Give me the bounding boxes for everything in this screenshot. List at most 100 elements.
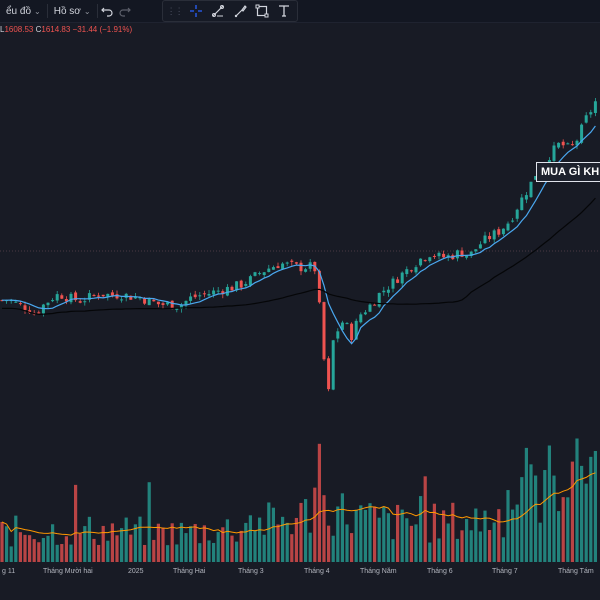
volume-bar xyxy=(474,508,478,562)
candle-body xyxy=(575,140,579,146)
volume-bar xyxy=(87,516,91,562)
volume-bar xyxy=(74,484,78,562)
volume-bar xyxy=(336,506,340,562)
chevron-down-icon: ⌄ xyxy=(83,6,91,16)
volume-bar xyxy=(14,515,18,562)
text-icon[interactable] xyxy=(275,2,293,20)
candle-body xyxy=(202,293,206,295)
volume-bar xyxy=(442,510,446,562)
volume-bar xyxy=(322,495,326,562)
candle-body xyxy=(317,270,321,303)
candle-body xyxy=(28,310,32,314)
x-axis-label: Tháng Tám xyxy=(558,568,594,575)
volume-bar xyxy=(497,509,501,562)
candle-body xyxy=(244,283,248,286)
volume-bar xyxy=(423,476,427,562)
volume-bar xyxy=(285,522,289,562)
rectangle-icon[interactable] xyxy=(253,2,271,20)
candle-body xyxy=(179,305,183,309)
candle-body xyxy=(354,320,358,340)
toolbar-divider xyxy=(96,4,98,18)
chart-menu[interactable]: ểu đồ ⌄ xyxy=(0,0,47,22)
candle-body xyxy=(506,223,510,231)
volume-bar xyxy=(327,525,331,562)
candle-body xyxy=(478,244,482,249)
volume-bar xyxy=(161,527,165,562)
candle-body xyxy=(87,293,91,300)
candle-body xyxy=(547,160,551,163)
volume-bar xyxy=(331,535,335,562)
volume-bar xyxy=(239,530,243,562)
volume-bar xyxy=(580,465,584,562)
x-axis-label: 2025 xyxy=(128,568,144,575)
crosshair-icon[interactable] xyxy=(187,2,205,20)
price-chart[interactable] xyxy=(0,22,600,562)
candle-body xyxy=(405,269,409,275)
volume-bar xyxy=(262,534,266,562)
volume-bar xyxy=(202,525,206,562)
volume-bar xyxy=(221,527,225,562)
volume-bar xyxy=(575,438,579,562)
time-axis: g 11 Tháng Mười hai 2025 Tháng Hai Tháng 3 Th… xyxy=(0,562,600,600)
volume-bar xyxy=(363,509,367,562)
undo-icon[interactable] xyxy=(98,2,116,20)
candle-body xyxy=(262,272,266,276)
candle-body xyxy=(363,312,367,315)
candle-body xyxy=(331,340,335,390)
candle-body xyxy=(175,308,179,310)
volume-bar xyxy=(248,515,252,562)
candle-body xyxy=(327,358,331,390)
volume-bar xyxy=(32,539,36,562)
chart-text-annotation[interactable]: MUA GÌ KH xyxy=(536,162,600,182)
volume-bar xyxy=(5,526,9,562)
candle-body xyxy=(37,312,41,314)
candle-body xyxy=(483,235,487,244)
volume-bar xyxy=(235,541,239,562)
drag-handle-icon[interactable]: ⋮⋮ xyxy=(166,5,184,16)
candle-body xyxy=(69,293,73,303)
volume-bar xyxy=(524,447,528,562)
candle-body xyxy=(74,292,78,301)
candle-body xyxy=(377,292,381,307)
ohlc-legend: L1608.53 C1614.83 −31.44 (−1.91%) xyxy=(0,25,132,34)
brush-icon[interactable] xyxy=(231,2,249,20)
candle-body xyxy=(308,262,312,269)
volume-bar xyxy=(377,517,381,562)
volume-bar xyxy=(299,502,303,562)
redo-icon[interactable] xyxy=(116,2,134,20)
volume-bar xyxy=(83,526,87,562)
candle-body xyxy=(92,295,96,297)
candle-body xyxy=(488,236,492,240)
candle-body xyxy=(101,294,105,297)
candle-body xyxy=(267,268,271,273)
legend-low-key: L xyxy=(0,25,5,34)
volume-bar xyxy=(409,525,413,562)
candle-body xyxy=(276,266,280,269)
volume-bar xyxy=(281,516,285,562)
profile-menu[interactable]: Hồ sơ ⌄ xyxy=(48,0,97,22)
drawing-tools-bar: ⋮⋮ xyxy=(161,0,298,22)
volume-bar xyxy=(386,513,390,562)
candle-body xyxy=(529,181,533,198)
candle-body xyxy=(350,323,354,341)
volume-bar xyxy=(511,509,515,562)
candle-body xyxy=(239,280,243,288)
volume-bar xyxy=(382,506,386,562)
volume-bar xyxy=(552,475,556,562)
candle-body xyxy=(156,301,160,305)
volume-bar xyxy=(584,483,588,562)
x-axis-label: Tháng 3 xyxy=(238,568,264,575)
candle-body xyxy=(212,290,216,295)
x-axis-label: Tháng Mười hai xyxy=(43,568,93,575)
candle-body xyxy=(184,300,188,306)
candle-body xyxy=(520,197,524,211)
volume-bar xyxy=(538,522,542,562)
candle-body xyxy=(60,295,64,299)
candle-body xyxy=(561,141,565,146)
x-axis-label: Tháng 7 xyxy=(492,568,518,575)
trend-line-icon[interactable] xyxy=(209,2,227,20)
volume-bar xyxy=(212,542,216,562)
candle-body xyxy=(442,253,446,258)
candle-body xyxy=(258,273,262,275)
candle-body xyxy=(225,286,229,296)
